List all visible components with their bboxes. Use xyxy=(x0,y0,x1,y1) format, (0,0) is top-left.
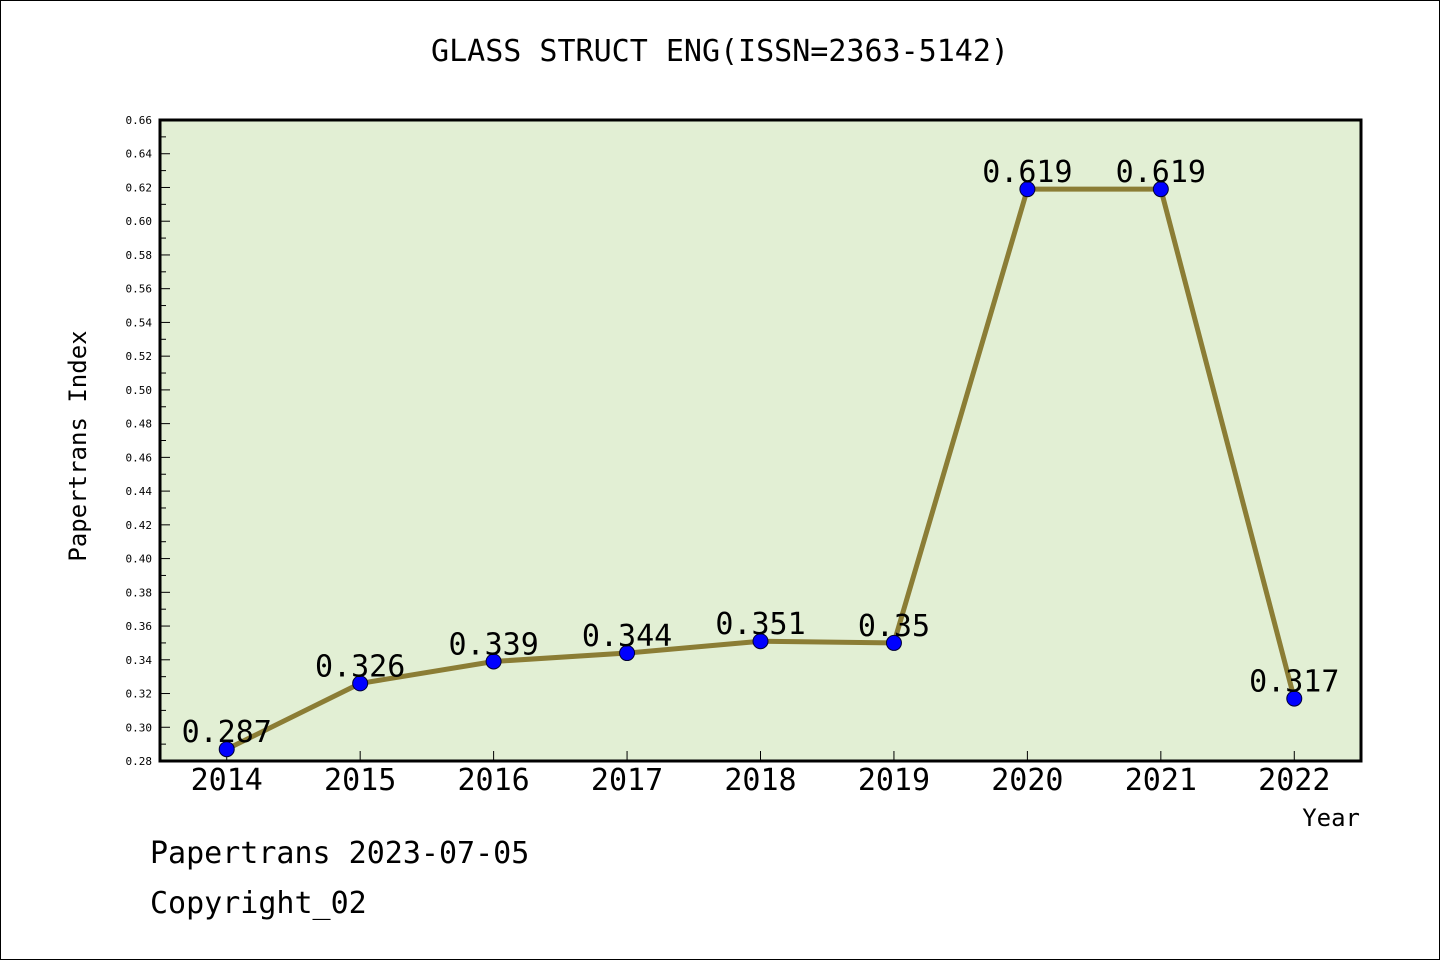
x-tick-label: 2022 xyxy=(1258,763,1330,798)
x-tick-label: 2015 xyxy=(324,763,396,798)
footer-date: Papertrans 2023-07-05 xyxy=(150,836,530,871)
x-tick-label: 2014 xyxy=(191,763,263,798)
data-label: 0.317 xyxy=(1249,665,1339,700)
data-label: 0.287 xyxy=(182,715,272,750)
x-axis-label: Year xyxy=(1302,804,1360,832)
y-tick-label: 0.40 xyxy=(126,553,153,566)
y-tick-label: 0.58 xyxy=(126,249,153,262)
y-tick-label: 0.42 xyxy=(126,519,153,532)
data-point xyxy=(1286,690,1303,707)
y-tick-label: 0.34 xyxy=(126,654,153,667)
y-tick-label: 0.28 xyxy=(126,755,153,768)
x-tick-label: 2020 xyxy=(991,763,1063,798)
data-label: 0.344 xyxy=(582,619,672,654)
x-tick-label: 2019 xyxy=(858,763,930,798)
data-point xyxy=(1152,181,1169,198)
x-tick-label: 2021 xyxy=(1125,763,1197,798)
plot-area xyxy=(158,118,1363,763)
data-point xyxy=(1019,181,1036,198)
x-tick-label: 2018 xyxy=(724,763,796,798)
data-label: 0.619 xyxy=(1116,155,1206,190)
y-tick-label: 0.48 xyxy=(126,418,153,431)
data-point xyxy=(619,645,636,662)
y-tick-label: 0.54 xyxy=(126,316,153,329)
y-tick-label: 0.46 xyxy=(126,451,153,464)
data-label: 0.619 xyxy=(982,155,1072,190)
y-tick-label: 0.60 xyxy=(126,215,153,228)
data-point xyxy=(218,741,235,758)
y-tick-label: 0.30 xyxy=(126,721,153,734)
data-label: 0.35 xyxy=(858,609,930,644)
data-label: 0.351 xyxy=(715,607,805,642)
y-tick-label: 0.50 xyxy=(126,384,153,397)
footer-copyright: Copyright_02 xyxy=(150,886,367,921)
x-tick-label: 2017 xyxy=(591,763,663,798)
data-label: 0.339 xyxy=(448,627,538,662)
y-tick-label: 0.38 xyxy=(126,586,153,599)
y-tick-label: 0.52 xyxy=(126,350,153,363)
y-tick-label: 0.66 xyxy=(126,114,153,127)
y-tick-label: 0.32 xyxy=(126,688,153,701)
y-tick-label: 0.56 xyxy=(126,283,153,296)
y-axis-label: Papertrans Index xyxy=(64,330,92,561)
data-point xyxy=(752,633,769,650)
data-point xyxy=(485,653,502,670)
data-point xyxy=(885,634,902,651)
y-tick-label: 0.44 xyxy=(126,485,153,498)
chart-title: GLASS STRUCT ENG(ISSN=2363-5142) xyxy=(431,34,1009,69)
data-label: 0.326 xyxy=(315,649,405,684)
y-tick-label: 0.64 xyxy=(126,148,153,161)
y-tick-label: 0.62 xyxy=(126,181,153,194)
y-tick-label: 0.36 xyxy=(126,620,153,633)
data-point xyxy=(352,675,369,692)
x-tick-label: 2016 xyxy=(457,763,529,798)
